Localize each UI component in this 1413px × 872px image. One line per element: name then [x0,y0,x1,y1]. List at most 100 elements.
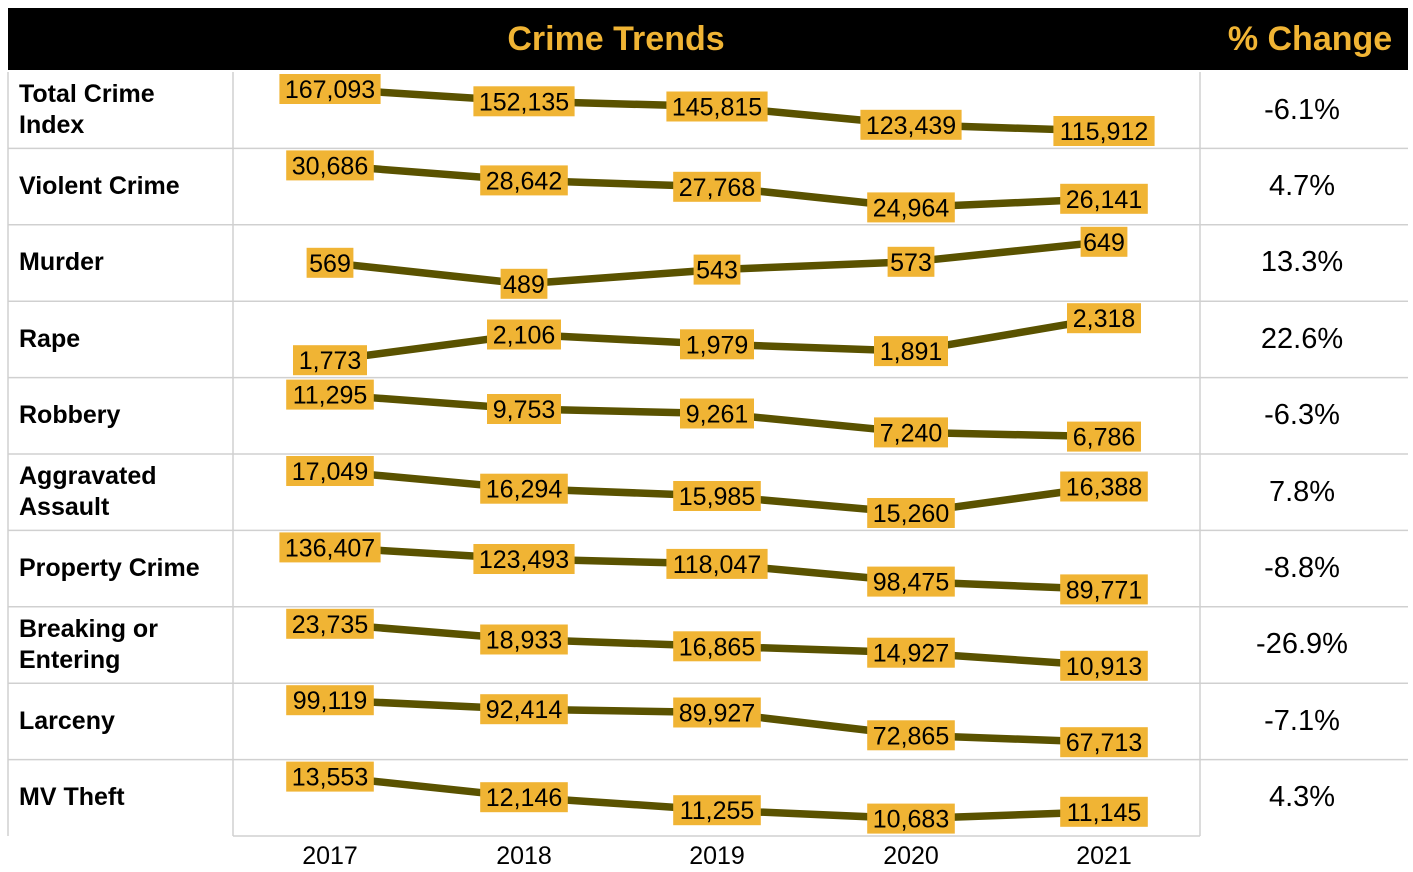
data-label: 1,891 [880,338,943,366]
data-label-box [1060,796,1148,827]
data-label: 99,119 [293,687,368,715]
data-label: 543 [696,257,738,285]
percent-change-value: -6.1% [1264,93,1340,126]
data-label-box [867,720,955,751]
data-label-box [286,379,374,410]
percent-change-value: 4.3% [1268,781,1336,814]
data-label-box [487,394,561,424]
percent-change-value: 13.3% [1260,246,1344,279]
data-label-box [1053,116,1155,146]
data-label: 573 [890,249,932,277]
data-label-box [666,91,768,122]
data-label: 1,773 [299,347,362,375]
data-label-box [874,417,948,448]
data-label-box [673,171,761,202]
data-label-box [1067,303,1141,334]
row-label: Robbery [19,401,121,430]
data-label: 30,686 [292,152,368,180]
data-label: 89,927 [679,700,755,728]
data-label-box [279,74,381,104]
data-label-box [666,548,768,579]
percent-change-value: -8.8% [1264,552,1340,585]
data-label: 649 [1083,229,1125,257]
data-label-box [867,637,955,668]
data-label: 1,979 [686,331,749,359]
data-label-box [680,329,754,360]
data-label: 7,240 [880,419,943,447]
percent-change-value: 4.7% [1268,170,1336,203]
x-tick-label: 2017 [302,842,358,870]
data-label-box [286,608,374,639]
data-label-box [1067,421,1141,452]
row-label: Breaking or Entering [19,614,158,674]
data-label: 2,318 [1073,305,1136,333]
chart-title: Crime Trends [507,20,725,58]
data-label-box [867,566,955,597]
data-label-box [473,544,575,574]
data-label: 92,414 [486,696,563,724]
row-label: Violent Crime [19,172,180,201]
percent-change-value: -7.1% [1264,704,1340,737]
data-label: 2,106 [493,322,556,350]
data-label: 6,786 [1073,424,1136,452]
data-label-box [874,336,948,367]
data-label: 115,912 [1060,118,1149,146]
data-label: 152,135 [479,88,569,116]
x-tick-label: 2019 [689,842,745,870]
data-label-box [860,109,962,140]
row-label: Total Crime Index [19,80,155,140]
data-label-box [887,246,935,277]
data-label: 13,553 [292,764,368,792]
data-label-box [480,782,568,813]
data-label: 16,388 [1066,474,1142,502]
row-label: Aggravated Assault [19,462,157,522]
x-tick-label: 2021 [1076,842,1132,870]
data-label: 12,146 [486,784,562,812]
data-label: 15,260 [873,500,949,528]
data-label: 28,642 [486,167,562,195]
data-label-box [480,473,568,504]
data-label-box [286,685,374,716]
data-label: 10,913 [1066,653,1142,681]
data-label-box [1060,650,1148,681]
data-label: 118,047 [673,551,762,579]
data-label-box [473,86,575,117]
data-label: 9,261 [686,401,749,429]
data-label: 11,295 [293,382,368,410]
data-label: 23,735 [292,611,368,639]
data-label-box [1080,226,1128,257]
data-label: 27,768 [679,174,755,202]
data-label-box [1060,574,1148,605]
percent-change-value: 22.6% [1260,322,1344,355]
data-label: 67,713 [1066,729,1142,757]
percent-change-value: 7.8% [1268,475,1336,508]
data-label: 145,815 [672,94,762,122]
data-label-box [1060,183,1148,214]
data-label-box [480,624,568,655]
data-label: 11,255 [680,797,755,825]
x-tick-label: 2018 [496,842,552,870]
data-label: 569 [309,250,351,278]
data-label: 89,771 [1066,576,1142,604]
data-label-box [293,345,367,376]
data-label: 26,141 [1066,186,1142,214]
data-label-box [286,761,374,792]
data-label-box [487,319,561,350]
row-label: Murder [19,248,104,277]
row-label: Rape [19,324,81,353]
data-label-box [306,247,354,278]
data-label-box [693,254,741,285]
data-label-box [673,481,761,511]
data-label-box [867,192,955,223]
row-label: Larceny [19,706,115,735]
data-label-box [867,803,955,834]
data-label: 24,964 [873,194,950,222]
data-label-box [480,694,568,725]
data-label-box [673,795,761,826]
data-label: 9,753 [493,396,556,424]
data-label: 123,439 [866,112,956,140]
data-label: 11,145 [1067,799,1142,827]
data-label: 10,683 [873,806,949,834]
data-label-box [867,498,955,528]
